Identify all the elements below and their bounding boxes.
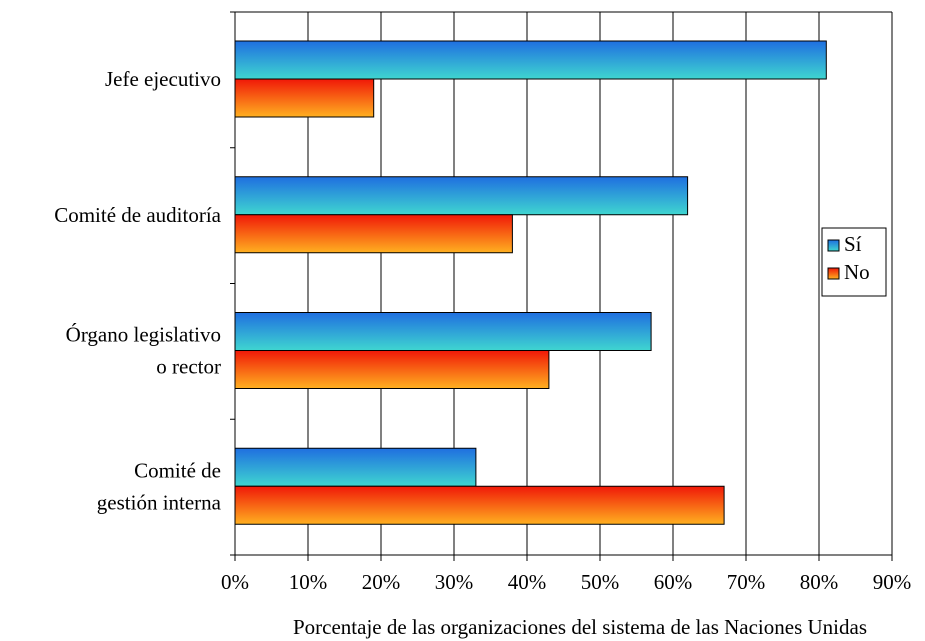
category-label: gestión interna [97,490,222,514]
gridlines [235,11,893,555]
bar-si [234,40,827,80]
bar-si [234,447,477,487]
x-tick-label: 40% [508,570,547,594]
bar-no [234,350,550,389]
category-label: Comité de auditoría [54,203,221,227]
bar-no [234,214,513,254]
legend-swatch [827,239,840,252]
x-tick-label: 10% [289,570,328,594]
axes [230,11,893,561]
category-label: o rector [156,355,221,379]
x-tick-label: 30% [435,570,474,594]
x-tick-label: 20% [362,570,401,594]
bar-no [234,78,375,118]
bar-si [234,312,652,351]
x-tick-label: 0% [221,570,249,594]
x-tick-label: 70% [727,570,766,594]
x-axis-title: Porcentaje de las organizaciones del sis… [293,615,867,639]
bars [234,40,827,525]
x-tick-label: 80% [800,570,839,594]
legend-swatch [827,267,840,280]
category-label: Jefe ejecutivo [105,67,221,91]
x-tick-label: 50% [581,570,620,594]
legend: Sí No [821,227,887,297]
category-label: Comité de [134,458,221,482]
legend-label: No [844,260,870,284]
labels: 0% 10% 20% 30% 40% 50% 60% 70% 80% 90% Jefe ejecut… [54,67,911,639]
legend-label: Sí [844,232,862,256]
x-tick-label: 90% [873,570,912,594]
category-label: Órgano legislativo [66,323,221,347]
bar-si [234,176,689,216]
x-tick-label: 60% [654,570,693,594]
bar-no [234,485,725,525]
legend-box [821,227,887,297]
